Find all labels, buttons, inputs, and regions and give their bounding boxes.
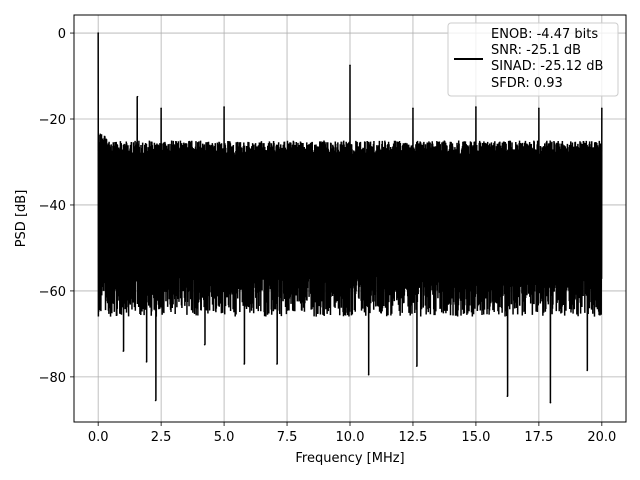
legend-label-sinad: SINAD: -25.12 dB: [491, 59, 603, 74]
x-tick-label: 7.5: [277, 430, 298, 445]
spur-peak: [601, 107, 603, 110]
y-tick-label: −20: [39, 113, 66, 128]
noise-dip: [243, 363, 246, 365]
noise-dip: [586, 369, 589, 372]
x-tick-label: 2.5: [151, 430, 172, 445]
x-tick-label: 12.5: [398, 430, 427, 445]
spur-peak: [97, 32, 99, 34]
legend-box: [447, 22, 619, 97]
x-tick-label: 17.5: [524, 430, 553, 445]
spur-peak: [160, 107, 162, 110]
spur-peak: [136, 95, 139, 98]
legend-label-enob: ENOB: -4.47 bits: [491, 27, 598, 42]
spur-peak: [475, 106, 477, 108]
x-tick-label: 15.0: [461, 430, 490, 445]
x-tick-label: 10.0: [336, 430, 365, 445]
noise-dip: [506, 395, 509, 398]
x-axis-label: Frequency [MHz]: [295, 451, 404, 466]
ticks: 0.0 2.5 5.0 7.5 10.0 12.5 15.0 17.5 20.0 0 −20 −40 −…: [39, 27, 617, 445]
spur-peak: [223, 106, 225, 108]
noise-dip: [549, 401, 552, 404]
spur-peak: [412, 107, 414, 110]
noise-dip: [415, 365, 418, 367]
x-tick-label: 0.0: [88, 430, 109, 445]
noise-dip: [122, 350, 125, 352]
spur-peak: [349, 64, 351, 67]
noise-dip: [367, 373, 370, 376]
y-tick-label: −40: [39, 199, 66, 214]
x-tick-label: 20.0: [587, 430, 616, 445]
legend: ENOB: -4.47 bits SNR: -25.1 dB SINAD: -2…: [447, 22, 619, 97]
noise-dip: [145, 361, 148, 363]
noise-dip: [203, 343, 206, 346]
x-tick-label: 5.0: [214, 430, 235, 445]
spur-peak: [538, 107, 540, 110]
psd-series: [97, 32, 603, 404]
y-axis-label: PSD [dB]: [14, 190, 29, 248]
y-tick-label: −60: [39, 285, 66, 300]
y-tick-label: −80: [39, 371, 66, 386]
noise-dip: [276, 363, 278, 365]
y-tick-label: 0: [58, 27, 66, 42]
noise-dip: [154, 399, 157, 402]
legend-label-snr: SNR: -25.1 dB: [491, 43, 581, 58]
legend-label-sfdr: SFDR: 0.93: [491, 76, 563, 91]
